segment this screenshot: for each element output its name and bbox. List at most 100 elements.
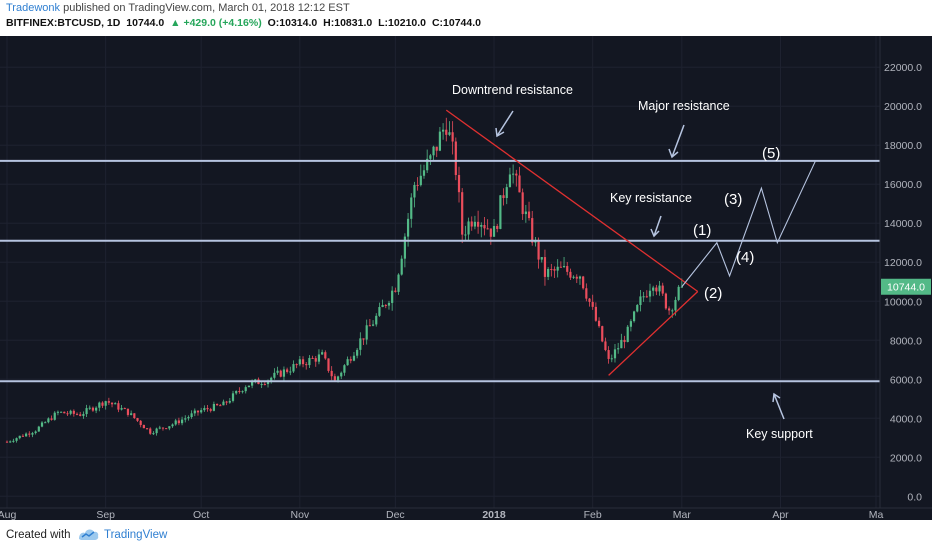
candle [44,421,47,424]
candle [180,416,184,426]
candle [457,166,461,203]
candle [98,401,101,412]
publish-line: Tradewonk published on TradingView.com, … [6,2,350,16]
candle [190,410,193,419]
candle-body [502,195,505,199]
drawings-group[interactable] [445,109,817,376]
key-resistance-label: Key resistance [610,191,692,205]
candle [219,403,222,407]
annotation-labels: Downtrend resistance Major resistance Ke… [452,83,813,441]
candle-body [524,211,527,215]
candle [601,325,604,343]
ohlc-line: BITFINEX:BTCUSD, 1D 10744.0 ▲ +429.0 (+4… [6,17,484,31]
trend-line[interactable] [445,109,699,293]
candle [629,319,632,332]
candle [607,346,610,364]
chart-container[interactable]: 0.0 2000.0 4000.0 6000.0 8000.0 10000.0 12000.… [0,36,932,521]
candle [610,354,613,363]
candle-body [448,132,451,135]
candle-body [550,268,553,270]
candle-body [432,146,435,156]
candle-body [145,428,149,430]
level-lines[interactable] [0,159,880,383]
candle-body [212,403,216,411]
candle [480,222,483,238]
elliott-wave-projection[interactable] [681,160,817,288]
candle [327,358,330,373]
candle [547,267,550,281]
candle [642,291,645,302]
candle [63,411,66,414]
candle-body [626,326,629,342]
candle-body [209,409,212,411]
trend-line[interactable] [608,291,699,376]
key-support-label: Key support [746,427,813,441]
candle-body [190,413,193,418]
candle-body [667,308,671,311]
candle-body [171,424,174,427]
candle [305,362,308,370]
candle [617,342,620,354]
candle-body [368,325,371,327]
tradingview-brand-link[interactable]: TradingView [104,529,168,541]
candle [594,302,597,322]
candle-body [413,185,416,198]
candle-body [82,414,85,416]
time-axis[interactable]: Aug Sep Oct Nov Dec 2018 Feb Mar Apr Ma [0,509,883,521]
price-axis[interactable]: 0.0 2000.0 4000.0 6000.0 8000.0 10000.0 12000.… [881,62,931,503]
candle [566,262,569,276]
candle-body [324,352,327,359]
candle-body [547,268,550,277]
last-price: 10744.0 [126,17,165,29]
price-chart[interactable]: 0.0 2000.0 4000.0 6000.0 8000.0 10000.0 12000.… [0,36,932,521]
candle-body [371,324,375,326]
candle [149,427,152,435]
candle [667,306,671,315]
time-tick-label: Aug [0,509,16,520]
candle-body [674,299,677,311]
candle [652,285,655,297]
candle-body [126,408,130,415]
candle [559,261,562,268]
candle-body [588,298,591,302]
candle-body [480,225,483,227]
candle-body [18,435,21,439]
candle [438,126,442,152]
candle [139,419,142,428]
candle-body [21,435,25,437]
candle-body [5,441,9,443]
author-link[interactable]: Tradewonk [6,2,61,14]
candle-body [311,357,314,359]
candle [515,169,518,187]
candle-body [34,431,37,434]
candle-body [645,296,648,298]
candle [165,427,168,430]
candle-body [292,364,295,372]
candle [492,219,496,237]
candle [66,410,69,416]
last-price-badge-label: 10744.0 [887,282,925,294]
candle [177,417,180,426]
symbol-label: BITFINEX:BTCUSD, 1D [6,17,121,29]
candle-body [655,287,658,292]
candle [375,313,378,327]
candle-body [330,370,333,377]
candle [330,366,333,381]
candle-body [136,418,139,421]
candle-body [441,129,445,132]
candle-body [464,234,467,236]
candle-body [40,422,44,427]
candle-body [241,391,244,393]
candle-body [270,377,273,381]
candle-body [406,218,410,237]
candle-body [566,266,569,272]
candle-body [438,131,442,151]
candle [184,415,187,423]
candle-body [60,411,63,413]
candle [371,320,375,327]
candle [225,400,228,406]
candle-body [387,302,391,306]
candle-body [632,311,636,322]
price-tick-label: 14000.0 [884,218,922,230]
candle [550,263,553,277]
